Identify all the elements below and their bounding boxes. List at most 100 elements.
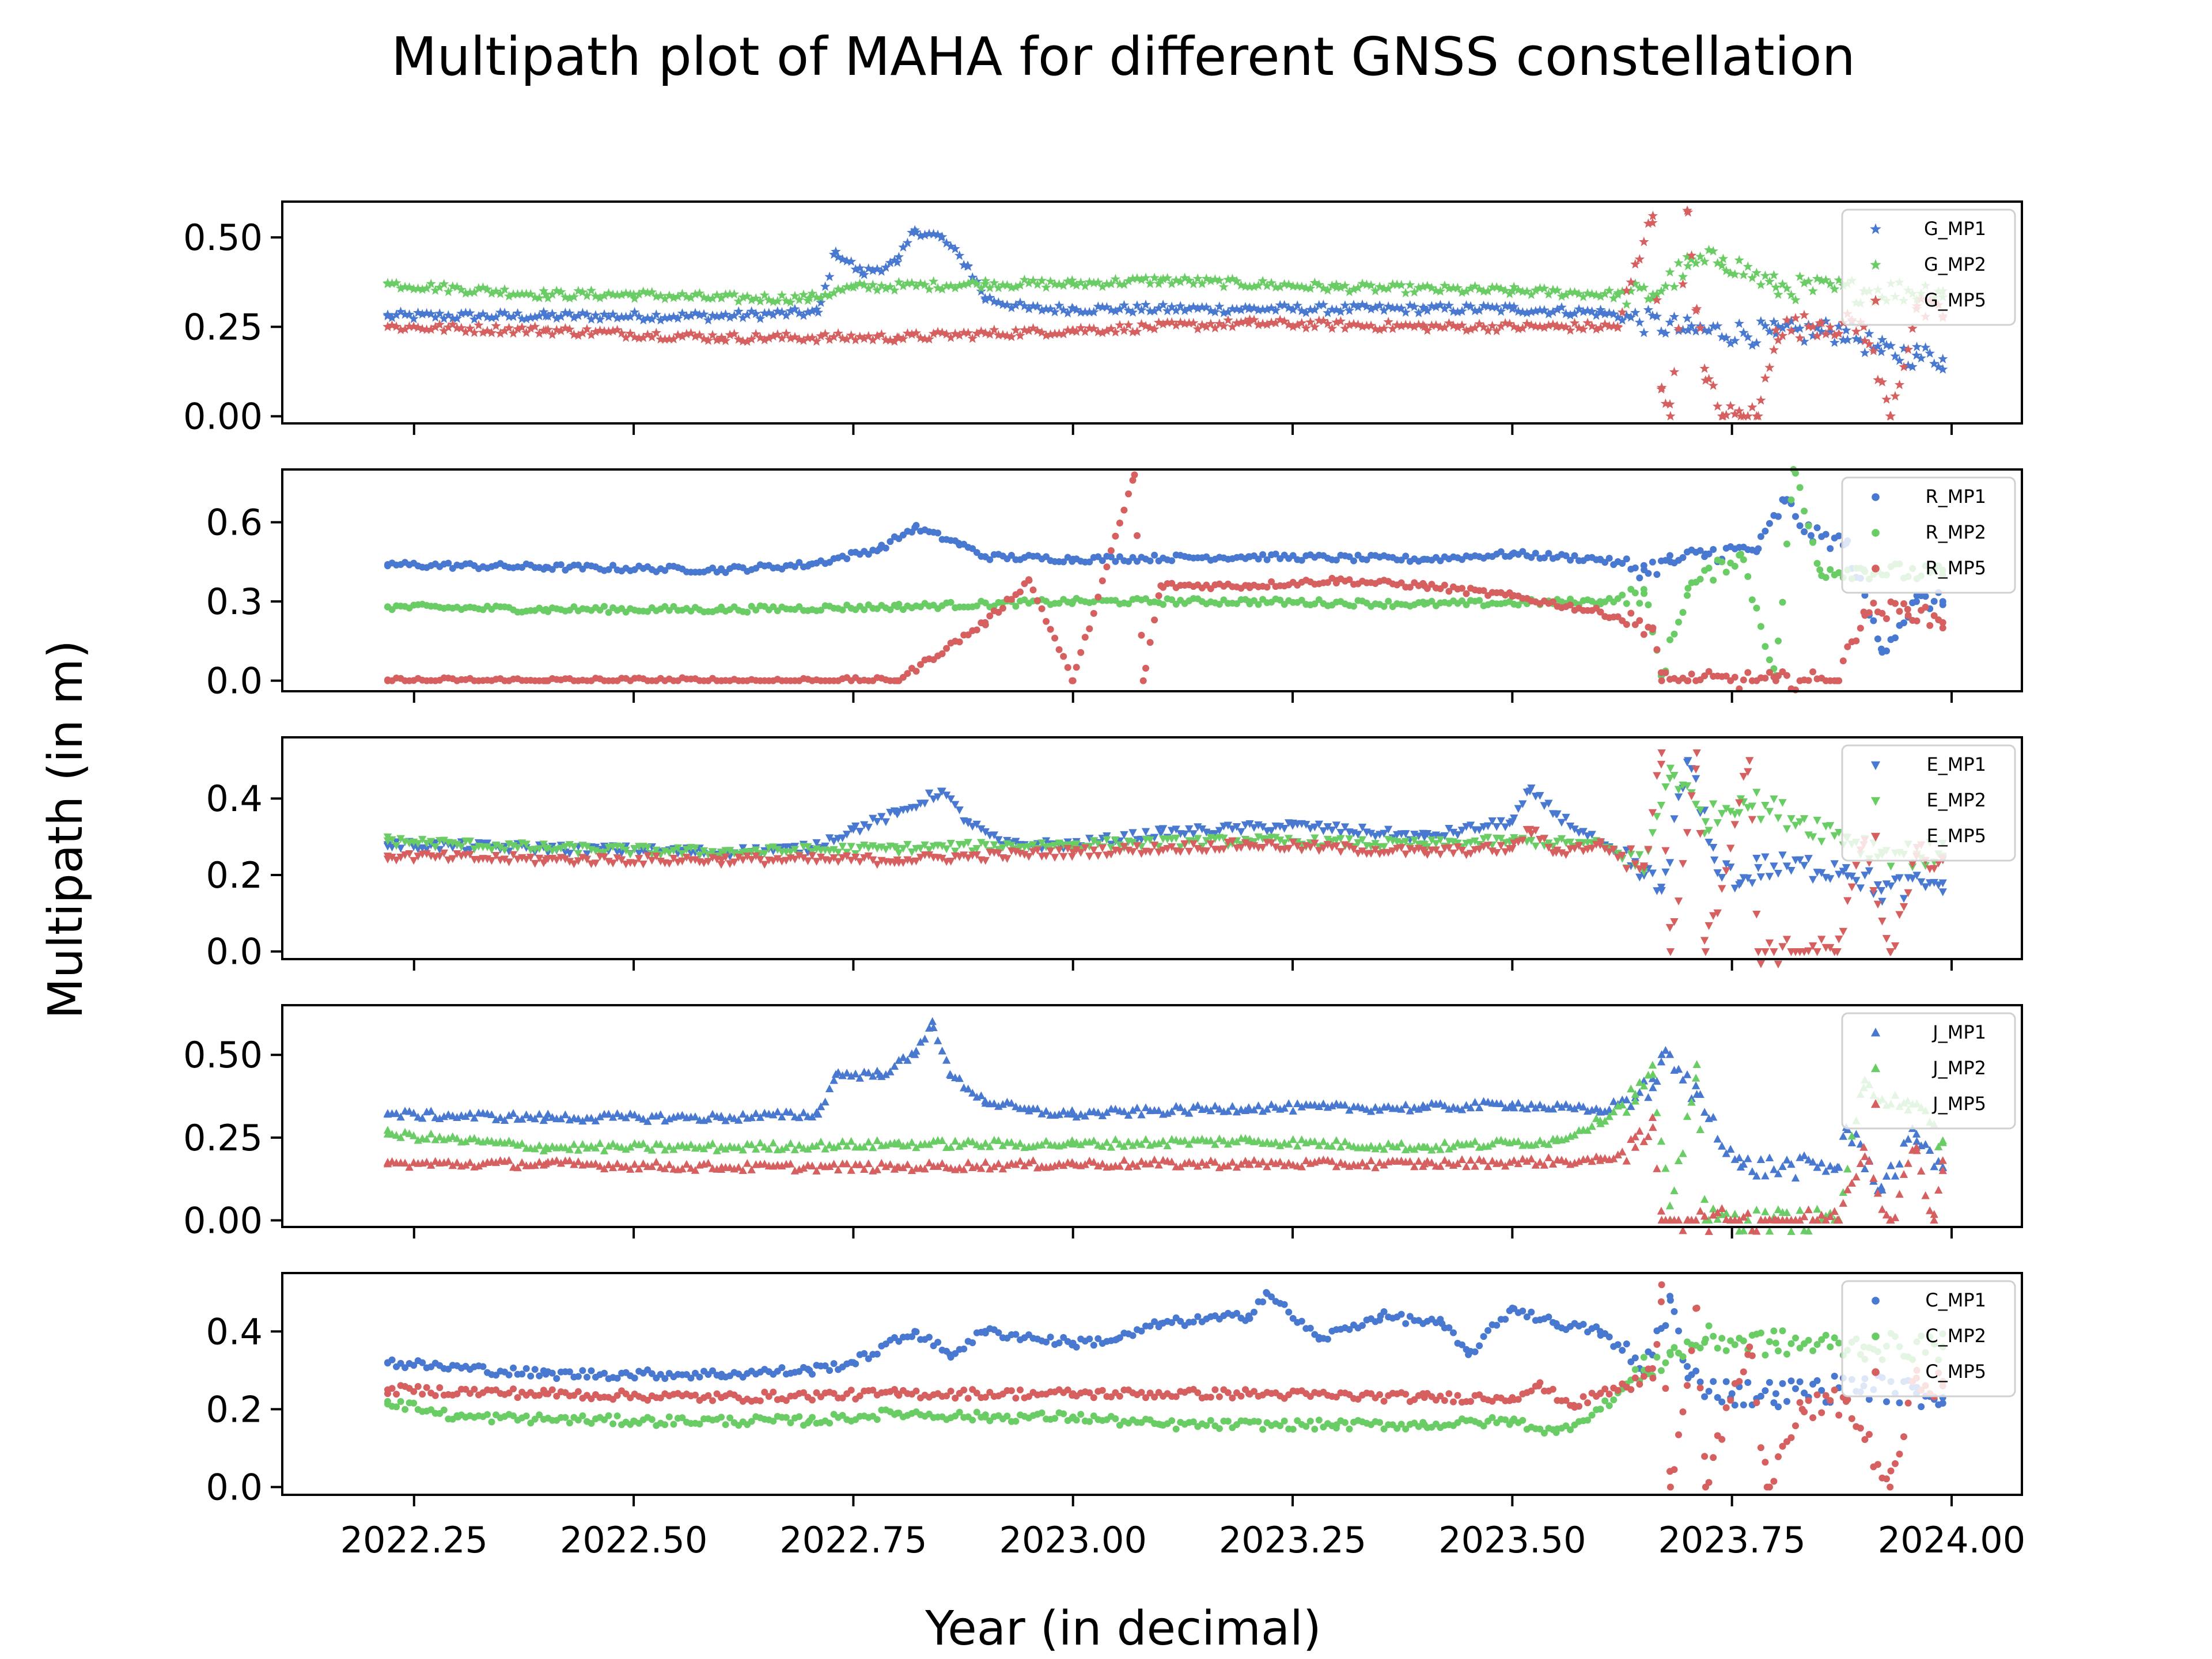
data-point xyxy=(1574,842,1584,850)
data-point xyxy=(517,1139,527,1147)
y-tick-label: 0.00 xyxy=(183,396,263,438)
data-point xyxy=(1661,783,1670,791)
data-point xyxy=(1753,604,1760,612)
data-point xyxy=(651,309,661,319)
data-point xyxy=(1384,1139,1393,1147)
data-point xyxy=(1136,305,1147,315)
data-point xyxy=(1028,275,1039,285)
data-point xyxy=(410,1362,418,1369)
data-point xyxy=(1582,317,1593,328)
data-point xyxy=(582,850,592,858)
data-point xyxy=(1817,935,1826,944)
data-point xyxy=(1683,1112,1692,1120)
data-point xyxy=(1738,327,1749,338)
data-point xyxy=(1189,840,1198,849)
data-point xyxy=(902,237,913,248)
data-point xyxy=(561,843,570,851)
data-point xyxy=(1077,849,1085,857)
data-point xyxy=(952,537,959,544)
data-point xyxy=(1648,809,1657,817)
data-point xyxy=(1440,322,1450,332)
data-point xyxy=(955,1142,964,1150)
data-point xyxy=(544,1144,552,1153)
data-point xyxy=(547,308,558,319)
data-point xyxy=(1692,1060,1701,1069)
data-point xyxy=(1765,1153,1774,1162)
data-point xyxy=(998,279,1008,290)
data-point xyxy=(804,1145,812,1153)
data-point xyxy=(1332,1136,1341,1144)
data-point xyxy=(751,308,761,319)
data-point xyxy=(600,853,609,861)
data-point xyxy=(629,306,640,317)
data-point xyxy=(1827,566,1834,573)
data-point xyxy=(1289,838,1297,847)
data-point xyxy=(1474,284,1484,294)
data-point xyxy=(395,306,406,316)
data-point xyxy=(1457,320,1467,330)
data-point xyxy=(986,1164,994,1173)
data-point xyxy=(1764,362,1775,372)
data-point xyxy=(1086,558,1093,566)
data-point xyxy=(1263,556,1271,563)
data-point xyxy=(1094,840,1103,849)
data-point xyxy=(434,319,445,329)
data-point xyxy=(1712,401,1723,411)
data-point xyxy=(1249,302,1259,313)
data-point xyxy=(525,312,536,322)
data-point xyxy=(1751,338,1762,348)
data-point xyxy=(699,847,709,855)
data-point xyxy=(704,858,713,866)
data-point xyxy=(1523,1313,1531,1321)
data-point xyxy=(396,854,405,862)
legend-label: E_MP2 xyxy=(1927,789,1986,811)
data-point xyxy=(1600,289,1610,298)
data-point xyxy=(1684,677,1691,684)
data-point xyxy=(790,846,800,854)
data-point xyxy=(926,1334,933,1341)
data-point xyxy=(1060,1334,1067,1341)
data-point xyxy=(1281,1301,1288,1308)
data-point xyxy=(1509,282,1519,291)
data-point xyxy=(1730,884,1739,893)
data-point xyxy=(1067,853,1077,861)
data-point xyxy=(708,1139,717,1147)
data-point xyxy=(994,849,1003,858)
data-point xyxy=(1752,789,1761,797)
data-point xyxy=(634,311,644,321)
data-point xyxy=(1578,306,1589,316)
data-point xyxy=(711,311,722,321)
data-point xyxy=(508,311,518,321)
data-point xyxy=(907,278,917,287)
data-point xyxy=(1691,775,1700,783)
data-point xyxy=(812,858,821,866)
data-point xyxy=(1735,1215,1744,1224)
data-point xyxy=(755,296,766,306)
data-point xyxy=(916,854,925,862)
data-point xyxy=(1017,588,1024,596)
data-point xyxy=(1176,1103,1185,1111)
data-point xyxy=(1227,274,1238,283)
data-point xyxy=(899,1053,908,1061)
data-point xyxy=(579,1367,586,1374)
data-point xyxy=(984,329,995,339)
data-point xyxy=(1635,1088,1644,1096)
data-point xyxy=(1878,609,1886,617)
y-tick-label: 0.4 xyxy=(206,778,263,820)
data-point xyxy=(656,1110,665,1118)
data-point xyxy=(1543,320,1554,330)
data-point xyxy=(1562,552,1570,559)
data-point xyxy=(881,262,891,272)
data-point xyxy=(1562,1134,1570,1142)
data-point xyxy=(1171,320,1181,330)
data-point xyxy=(860,1165,869,1173)
data-point xyxy=(1253,280,1264,290)
data-point xyxy=(1813,524,1821,532)
data-point xyxy=(547,289,558,299)
data-point xyxy=(1786,289,1797,300)
data-point xyxy=(873,1350,881,1358)
data-point xyxy=(1816,326,1827,336)
data-point xyxy=(1306,843,1315,851)
data-point xyxy=(661,567,669,574)
data-point xyxy=(873,1136,881,1145)
